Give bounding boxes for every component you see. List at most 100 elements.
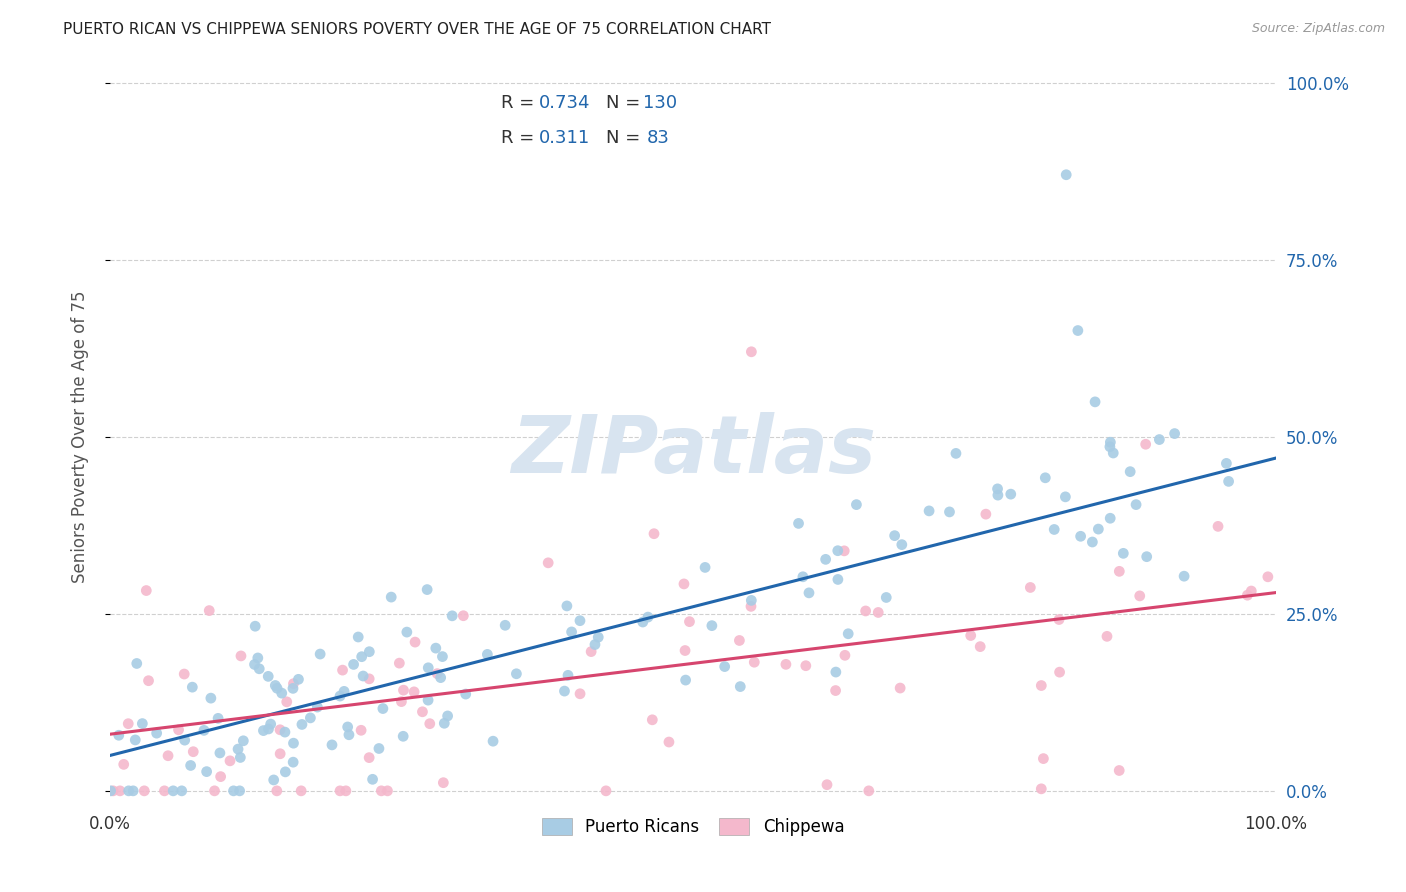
- Point: [1102, 446, 1125, 460]
- Point: [118, 784, 141, 798]
- Point: [226, 742, 249, 756]
- Point: [1257, 570, 1279, 584]
- Point: [418, 661, 440, 675]
- Point: [329, 784, 352, 798]
- Point: [283, 676, 305, 690]
- Point: [260, 717, 283, 731]
- Point: [824, 665, 846, 679]
- Point: [1043, 523, 1066, 537]
- Point: [332, 663, 354, 677]
- Point: [1218, 475, 1240, 489]
- Point: [832, 544, 855, 558]
- Point: [740, 344, 762, 359]
- Point: [416, 693, 439, 707]
- Point: [380, 590, 402, 604]
- Point: [579, 644, 602, 658]
- Point: [404, 685, 426, 699]
- Point: [229, 648, 252, 663]
- Point: [371, 701, 394, 715]
- Point: [350, 649, 373, 664]
- Point: [700, 618, 723, 632]
- Point: [1081, 535, 1104, 549]
- Point: [1149, 433, 1171, 447]
- Point: [391, 695, 413, 709]
- Point: [266, 784, 288, 798]
- Point: [432, 775, 454, 789]
- Point: [270, 686, 292, 700]
- Point: [209, 770, 232, 784]
- Point: [411, 705, 433, 719]
- Point: [482, 734, 505, 748]
- Point: [392, 729, 415, 743]
- Point: [1095, 629, 1118, 643]
- Point: [561, 624, 583, 639]
- Point: [433, 716, 456, 731]
- Point: [1163, 426, 1185, 441]
- Point: [938, 505, 960, 519]
- Point: [1236, 588, 1258, 602]
- Point: [890, 538, 912, 552]
- Text: N =: N =: [606, 129, 640, 147]
- Point: [1033, 471, 1056, 485]
- Text: 0.734: 0.734: [538, 95, 591, 112]
- Point: [245, 619, 267, 633]
- Point: [1054, 168, 1077, 182]
- Point: [945, 446, 967, 460]
- Point: [631, 615, 654, 629]
- Point: [1129, 589, 1152, 603]
- Text: 83: 83: [647, 129, 669, 147]
- Point: [299, 711, 322, 725]
- Point: [170, 784, 193, 798]
- Point: [359, 645, 381, 659]
- Point: [181, 745, 204, 759]
- Text: Source: ZipAtlas.com: Source: ZipAtlas.com: [1251, 22, 1385, 36]
- Point: [135, 583, 157, 598]
- Point: [675, 673, 697, 687]
- Point: [555, 599, 578, 613]
- Point: [728, 633, 751, 648]
- Point: [454, 687, 477, 701]
- Point: [222, 784, 245, 798]
- Point: [1087, 522, 1109, 536]
- Point: [643, 526, 665, 541]
- Point: [368, 741, 391, 756]
- Point: [1098, 440, 1121, 454]
- Text: R =: R =: [501, 95, 534, 112]
- Point: [794, 658, 817, 673]
- Point: [122, 784, 145, 798]
- Point: [247, 662, 270, 676]
- Y-axis label: Seniors Poverty Over the Age of 75: Seniors Poverty Over the Age of 75: [72, 291, 89, 583]
- Point: [672, 577, 695, 591]
- Text: R =: R =: [501, 129, 534, 147]
- Point: [678, 615, 700, 629]
- Point: [153, 784, 176, 798]
- Point: [1125, 498, 1147, 512]
- Point: [329, 689, 352, 703]
- Point: [309, 647, 332, 661]
- Point: [1206, 519, 1229, 533]
- Point: [875, 591, 897, 605]
- Point: [595, 784, 617, 798]
- Point: [246, 651, 269, 665]
- Legend: Puerto Ricans, Chippewa: Puerto Ricans, Chippewa: [533, 810, 852, 845]
- Point: [198, 604, 221, 618]
- Point: [392, 683, 415, 698]
- Point: [281, 681, 304, 696]
- Point: [416, 582, 439, 597]
- Point: [742, 655, 765, 669]
- Point: [477, 648, 499, 662]
- Point: [266, 681, 288, 696]
- Point: [276, 695, 298, 709]
- Point: [252, 723, 274, 738]
- Point: [193, 723, 215, 738]
- Point: [257, 722, 280, 736]
- Point: [834, 648, 856, 663]
- Point: [307, 700, 329, 714]
- Point: [569, 687, 592, 701]
- Point: [557, 668, 579, 682]
- Point: [335, 784, 357, 798]
- Point: [347, 630, 370, 644]
- Point: [131, 716, 153, 731]
- Point: [157, 748, 180, 763]
- Point: [342, 657, 364, 672]
